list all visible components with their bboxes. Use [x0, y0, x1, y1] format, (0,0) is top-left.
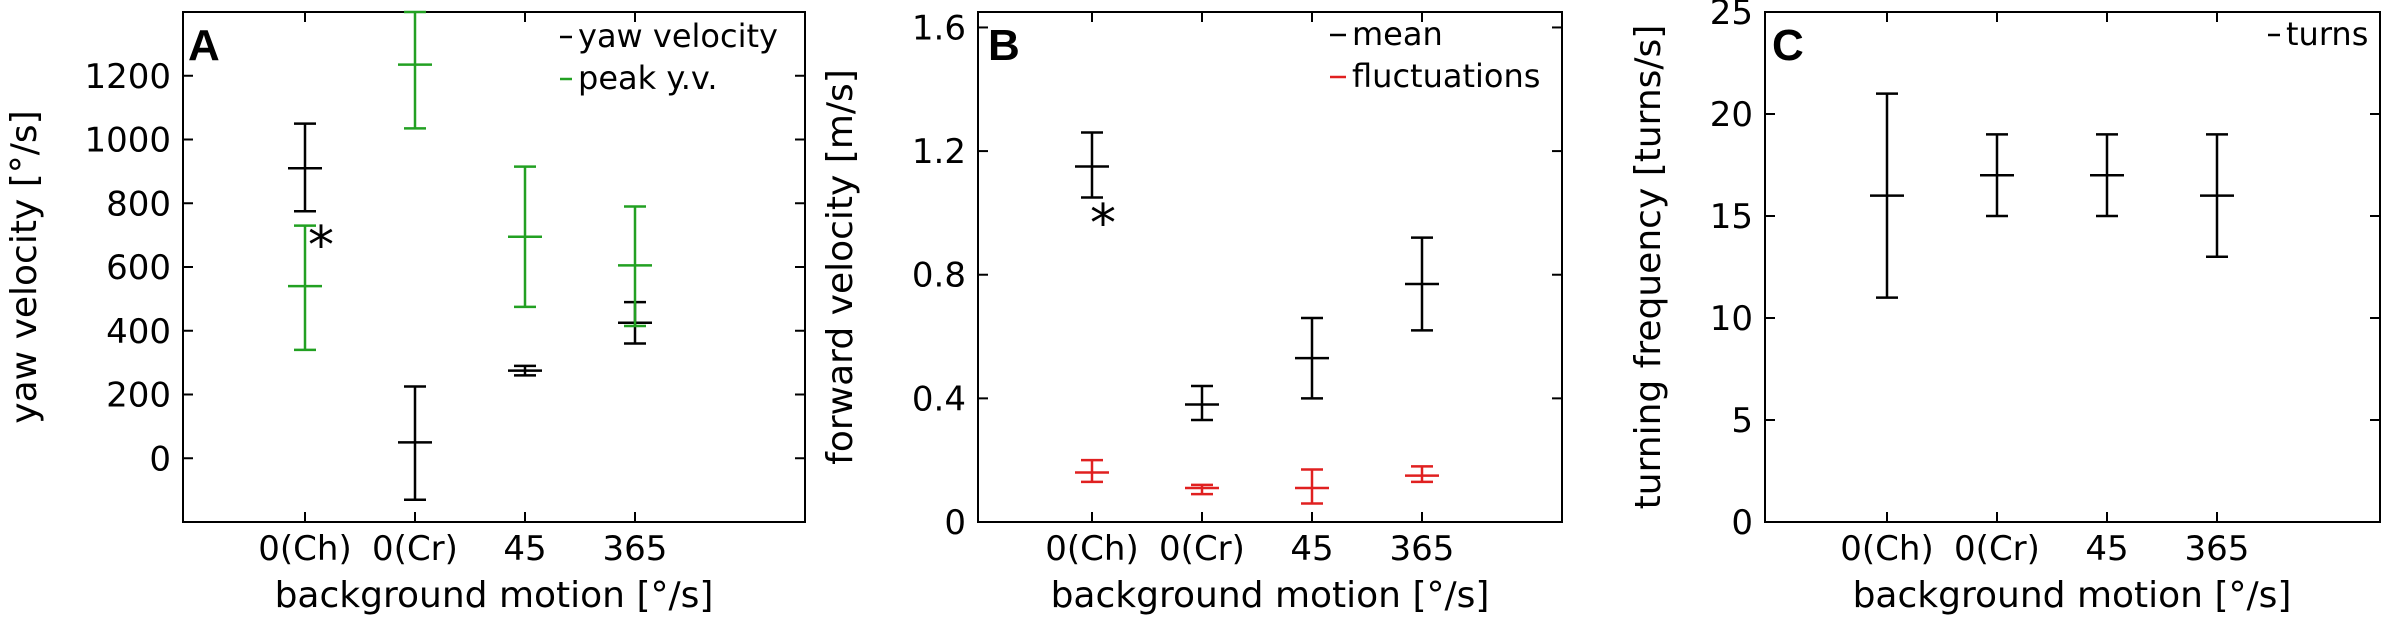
y-tick-label: 200: [106, 376, 171, 416]
y-tick-label: 5: [1731, 401, 1753, 441]
error-bar: [1295, 468, 1329, 505]
y-tick-label: 400: [106, 312, 171, 352]
axes-box: [977, 11, 1563, 523]
y-tick-label: 0.8: [912, 256, 966, 296]
error-bar: [1405, 236, 1439, 332]
panel-letter: A: [188, 21, 220, 70]
y-tick-label: 1200: [84, 57, 171, 97]
x-tick-label: 45: [1290, 529, 1333, 569]
error-bar: [1075, 458, 1109, 484]
y-tick-label: 0.4: [912, 379, 966, 419]
y-tick-label: 0: [149, 439, 171, 479]
y-axis-label: turning frequency [turns/s]: [1628, 25, 1669, 510]
y-tick-label: 800: [106, 184, 171, 224]
x-tick-label: 0(Cr): [1954, 529, 2040, 569]
x-tick-label: 45: [2085, 529, 2128, 569]
y-tick-label: 20: [1710, 95, 1753, 135]
x-axis-label: background motion [°/s]: [1853, 575, 2292, 616]
panel-letter: B: [988, 21, 1020, 70]
error-bar: [1075, 131, 1109, 199]
error-bar: [1185, 384, 1219, 422]
significance-asterisk: *: [308, 216, 334, 276]
legend-label: yaw velocity: [578, 17, 778, 55]
error-bar: [398, 385, 432, 501]
y-axis-label: forward velocity [m/s]: [820, 69, 861, 465]
error-bar: [1980, 133, 2014, 218]
y-tick-label: 15: [1710, 197, 1753, 237]
x-tick-label: 45: [503, 529, 546, 569]
error-bar: [508, 364, 542, 377]
x-tick-label: 0(Cr): [372, 529, 458, 569]
y-tick-label: 10: [1710, 299, 1753, 339]
error-bar: [1295, 316, 1329, 400]
y-tick-label: 0: [1731, 503, 1753, 543]
error-bar: [1405, 465, 1439, 484]
x-axis-label: background motion [°/s]: [1051, 575, 1490, 616]
error-bar: [618, 205, 652, 328]
panel-b: 0 0.4 0.8 1.2 1.6 0(Ch) 0(Cr) 45 365 background m…: [820, 8, 1563, 616]
legend-label: peak y.v.: [578, 59, 717, 97]
legend-label: fluctuations: [1352, 57, 1540, 95]
y-tick-label: 1.2: [912, 132, 966, 172]
y-axis-label: yaw velocity [°/s]: [4, 110, 45, 423]
error-bar: [2200, 133, 2234, 259]
significance-asterisk: *: [1090, 194, 1116, 254]
panel-letter: C: [1772, 21, 1804, 70]
y-tick-label: 600: [106, 248, 171, 288]
panel-a: 0 200 400 600 800 1000 1200 0(Ch) 0(Cr) 45 365 back…: [4, 10, 806, 616]
y-tick-label: 0: [944, 503, 966, 543]
panel-c: 0 5 10 15 20 25 0(Ch) 0(Cr) 45 365 background moti…: [1628, 0, 2381, 616]
x-tick-label: 365: [1390, 529, 1455, 569]
error-bar: [288, 122, 322, 213]
y-tick-label: 25: [1710, 0, 1753, 33]
error-bar: [2090, 133, 2124, 218]
error-bar: [398, 10, 432, 130]
x-axis-label: background motion [°/s]: [275, 575, 714, 616]
x-tick-label: 0(Ch): [1840, 529, 1933, 569]
axes-box: [1764, 11, 2381, 523]
x-tick-label: 0(Cr): [1159, 529, 1245, 569]
x-tick-label: 365: [2185, 529, 2250, 569]
y-tick-label: 1000: [84, 121, 171, 161]
x-tick-label: 0(Ch): [258, 529, 351, 569]
legend-label: mean: [1352, 15, 1443, 53]
x-tick-label: 0(Ch): [1045, 529, 1138, 569]
error-bar: [1870, 92, 1904, 299]
error-bar: [508, 165, 542, 309]
y-tick-label: 1.6: [912, 8, 966, 48]
error-bar: [288, 224, 322, 352]
error-bar: [1185, 483, 1219, 496]
x-tick-label: 365: [603, 529, 668, 569]
legend-label: turns: [2286, 15, 2368, 53]
